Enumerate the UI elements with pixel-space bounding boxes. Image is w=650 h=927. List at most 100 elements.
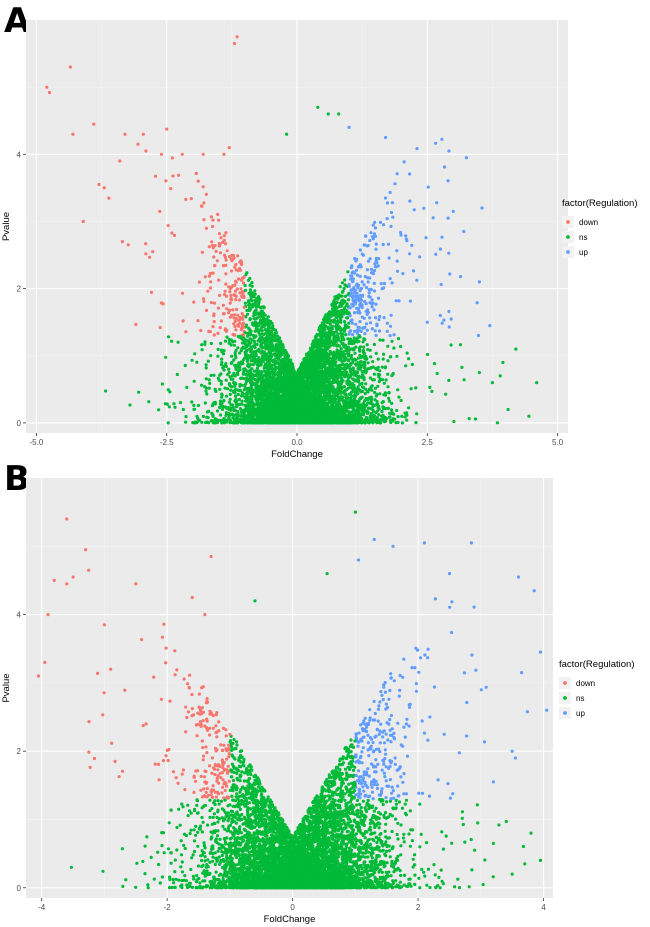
data-point [369, 355, 373, 359]
data-point [395, 172, 399, 176]
data-point [373, 220, 377, 224]
data-point [245, 271, 249, 275]
data-point [264, 338, 268, 342]
data-point [408, 252, 412, 256]
data-point [366, 348, 370, 352]
data-point [346, 270, 350, 274]
data-point [385, 217, 389, 221]
data-point [351, 347, 355, 351]
data-point [218, 293, 222, 297]
data-point [233, 353, 237, 357]
data-point [378, 392, 382, 396]
data-point [226, 373, 230, 377]
data-point [237, 298, 241, 302]
data-point [243, 301, 247, 305]
data-point [344, 372, 348, 376]
data-point [350, 318, 354, 322]
data-point [223, 339, 227, 343]
data-point [386, 359, 390, 363]
panel-a-volcano-plot: A-5.0 -2.5 0.0 2.5 5.0024FoldChangePvaluefac… [1, 1, 638, 460]
data-point [201, 185, 205, 189]
data-point [248, 288, 252, 292]
data-point [374, 302, 378, 306]
data-point [334, 315, 338, 319]
data-point [372, 281, 376, 285]
data-point [225, 249, 229, 253]
data-point [371, 360, 375, 364]
data-point [382, 352, 386, 356]
data-point [252, 317, 256, 321]
data-point [382, 393, 386, 397]
data-point [366, 308, 370, 312]
data-point [394, 299, 398, 303]
data-point [377, 329, 382, 333]
data-point [248, 276, 252, 281]
data-point [219, 382, 223, 386]
data-point [405, 351, 409, 355]
data-point [254, 334, 258, 338]
data-point [412, 208, 416, 212]
data-point [395, 249, 399, 253]
data-point [363, 421, 367, 425]
data-point [397, 299, 401, 303]
data-point [236, 388, 240, 392]
data-point [211, 246, 215, 250]
data-point [219, 319, 223, 323]
data-point [377, 373, 382, 377]
data-point [346, 298, 351, 302]
data-point [239, 376, 243, 380]
data-point [224, 272, 228, 276]
data-point [211, 325, 215, 329]
data-point [409, 387, 413, 391]
data-point [205, 392, 209, 396]
data-point [169, 187, 173, 191]
data-point [209, 354, 213, 358]
data-point [184, 197, 188, 201]
data-point [164, 179, 168, 183]
data-point [422, 206, 426, 210]
data-point [387, 396, 391, 400]
data-point [229, 269, 234, 273]
data-point [225, 335, 229, 339]
data-point [201, 414, 205, 418]
data-point [354, 268, 359, 272]
data-point [224, 282, 228, 286]
data-point [149, 290, 154, 294]
data-point [376, 357, 380, 361]
data-point [382, 381, 386, 385]
data-point [374, 351, 378, 355]
data-point [217, 218, 221, 222]
data-point [345, 348, 349, 352]
data-point [362, 378, 366, 382]
data-point [351, 279, 355, 283]
data-point [243, 283, 247, 288]
data-point [380, 410, 384, 414]
data-point [239, 287, 243, 291]
data-point [245, 308, 249, 312]
data-point [347, 332, 351, 336]
data-point [372, 289, 377, 293]
data-point [248, 328, 252, 332]
data-point [347, 340, 351, 344]
data-point [404, 364, 408, 368]
data-point [158, 325, 162, 330]
data-point [444, 392, 448, 396]
data-point [379, 282, 383, 286]
data-point [228, 418, 233, 423]
data-point [160, 382, 164, 386]
data-point [337, 357, 341, 362]
data-point [370, 298, 374, 302]
data-point [252, 293, 256, 297]
data-point [372, 269, 377, 273]
data-point [358, 320, 362, 324]
data-point [216, 331, 220, 335]
data-point [241, 333, 245, 337]
data-point [337, 293, 341, 297]
data-point [224, 231, 228, 235]
data-point [234, 262, 238, 267]
data-point [184, 420, 188, 424]
data-point [372, 232, 377, 236]
data-point [378, 338, 382, 342]
data-point [203, 401, 207, 405]
data-point [415, 278, 419, 282]
